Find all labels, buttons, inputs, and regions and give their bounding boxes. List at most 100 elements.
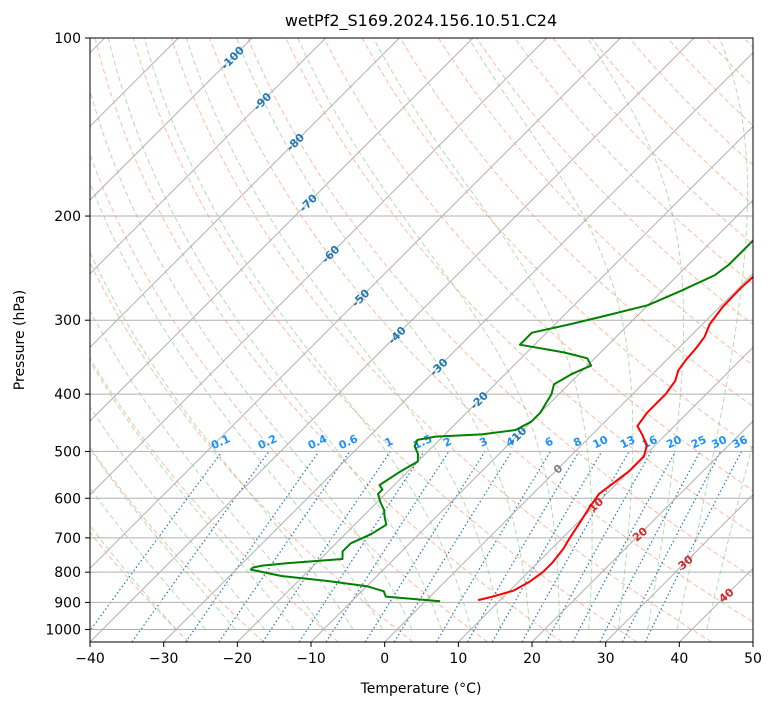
moist-adiabat-line	[90, 309, 324, 630]
mixing-ratio-label: 36	[730, 433, 750, 451]
mixing-ratio-label: 25	[689, 433, 708, 451]
x-tick-label: −30	[149, 651, 179, 667]
moist-adiabat-line	[90, 251, 354, 630]
dry-adiabat-line	[90, 261, 414, 642]
dry-adiabat-line	[247, 38, 753, 578]
dry-adiabat-line	[90, 446, 264, 642]
mixing-ratio-label: 30	[710, 433, 730, 451]
moist-adiabat-label: -90	[251, 90, 274, 113]
mixing-ratio-line	[644, 451, 743, 642]
isotherm-line	[90, 38, 253, 201]
y-tick-label: 800	[54, 565, 81, 581]
y-tick-label: 500	[54, 444, 81, 460]
dry-adiabat-line	[132, 38, 638, 642]
x-axis-label: Temperature (°C)	[360, 681, 482, 697]
y-tick-label: 200	[54, 209, 81, 225]
mixing-ratio-line	[298, 451, 425, 642]
mixing-ratio-line	[185, 451, 320, 642]
mixing-ratio-lines	[90, 451, 743, 642]
isotherm-line	[163, 51, 753, 642]
isotherm-line	[90, 38, 327, 275]
mixing-ratio-line	[466, 451, 580, 642]
isotherm-line	[605, 493, 753, 642]
moist-adiabat-line	[90, 360, 295, 630]
mixing-ratio-line	[435, 451, 552, 642]
mixing-ratio-label: 0.4	[306, 432, 329, 452]
x-tick-label: 30	[597, 651, 615, 667]
isotherms	[90, 38, 753, 642]
x-tick-label: 10	[449, 651, 467, 667]
x-tick-label: 40	[670, 651, 688, 667]
x-tick-label: −10	[296, 651, 326, 667]
moist-adiabat-label: -100	[218, 44, 247, 73]
dry-adiabat-line	[514, 38, 753, 285]
moist-adiabat-line	[297, 38, 560, 630]
moist-adiabat-line	[236, 38, 531, 630]
y-tick-label: 600	[54, 491, 81, 507]
isotherm-line	[384, 272, 753, 642]
y-axis-label: Pressure (hPa)	[12, 290, 28, 390]
y-tick-label: 1000	[45, 622, 81, 638]
moist-adiabat-line	[90, 181, 383, 630]
mixing-ratio-label: 10	[591, 433, 611, 451]
grid-lines	[90, 38, 753, 630]
temperature-profile	[477, 275, 753, 602]
x-tick-label: 0	[380, 651, 389, 667]
dry-adiabat-line	[361, 38, 753, 449]
moist-adiabat-line	[468, 38, 634, 630]
y-tick-label: 700	[54, 531, 81, 547]
mixing-ratio-line	[90, 451, 223, 632]
isotherm-line	[90, 38, 400, 349]
mixing-ratio-label: 20	[664, 433, 684, 451]
mixing-ratio-label: 0.1	[209, 432, 232, 452]
plot-frame	[89, 37, 754, 643]
mixing-ratio-label: 13	[618, 433, 637, 451]
isotherm-line	[531, 420, 753, 642]
dry-adiabat-line	[90, 531, 190, 642]
chart-title: wetPf2_S169.2024.156.10.51.C24	[285, 11, 557, 31]
dry-adiabat-line	[90, 153, 488, 642]
isotherm-line	[236, 125, 753, 642]
mixing-ratio-line	[218, 451, 351, 642]
dry-adiabat-line	[323, 38, 753, 492]
moist-adiabat-line	[143, 38, 472, 630]
isotherm-line	[90, 38, 548, 496]
mixing-ratio-label: 6	[543, 435, 556, 450]
x-tick-label: −20	[223, 651, 253, 667]
x-axis: −40 −30 −20 −10 0 10 20 30 40 50	[75, 642, 762, 667]
moist-adiabat-line	[706, 440, 753, 630]
y-tick-label: 100	[54, 31, 81, 47]
isotherm-line	[90, 38, 474, 422]
isotherm-line	[90, 38, 621, 570]
mixing-ratio-line	[393, 451, 513, 642]
isotherm-line	[310, 199, 753, 642]
y-axis: 100 200 300 400 500 600 700 800 900 1000	[45, 31, 90, 638]
mixing-ratio-label: 16	[640, 433, 660, 451]
y-tick-label: 900	[54, 595, 81, 611]
dry-adiabat-line	[552, 38, 753, 245]
moist-adiabat-line	[676, 38, 749, 630]
mixing-ratio-line	[572, 451, 677, 642]
y-tick-label: 400	[54, 387, 81, 403]
mixing-ratio-line	[262, 451, 391, 642]
dry-adiabat-line	[94, 38, 563, 642]
dry-adiabat-line	[437, 38, 753, 366]
dry-adiabat-line	[399, 38, 753, 408]
moist-adiabat-line	[373, 38, 593, 630]
mixing-ratio-line	[545, 451, 652, 642]
dry-adiabat-line	[170, 38, 712, 642]
moist-adiabat-line	[185, 38, 501, 630]
mixing-ratio-line	[325, 451, 450, 642]
x-tick-label: −40	[75, 651, 105, 667]
dry-adiabat-line	[209, 38, 753, 623]
dry-adiabat-line	[90, 357, 339, 642]
mixing-ratio-label: 3	[477, 435, 489, 450]
isotherm-line	[90, 38, 695, 642]
dry-adiabat-line	[743, 38, 753, 49]
mixing-ratio-line	[621, 451, 722, 642]
x-tick-label: 50	[744, 651, 762, 667]
y-tick-label: 300	[54, 313, 81, 329]
mixing-ratio-label: 1	[383, 435, 395, 450]
x-tick-label: 20	[523, 651, 541, 667]
sounding-series	[249, 239, 753, 603]
